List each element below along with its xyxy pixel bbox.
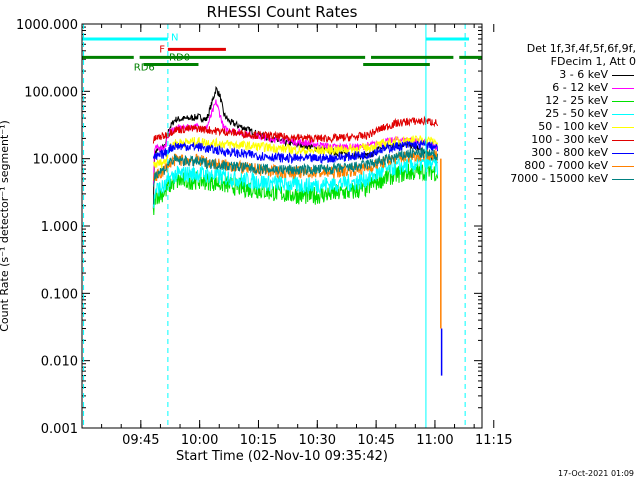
legend-swatch	[612, 75, 634, 76]
legend-entry: 800 - 7000 keV	[478, 159, 636, 172]
legend-entry: 100 - 300 keV	[478, 133, 636, 146]
y-tick-label: 0.001	[41, 422, 78, 437]
legend-entry-label: 25 - 50 keV	[545, 107, 608, 120]
x-tick-label: 10:30	[299, 433, 336, 448]
flag-label-RD6: RD6	[134, 62, 155, 73]
legend-entry-label: 7000 - 15000 keV	[510, 172, 608, 185]
legend-swatch	[612, 114, 634, 115]
x-tick-label: 10:45	[357, 433, 394, 448]
y-tick-label: 0.100	[41, 287, 78, 302]
legend-entry: 6 - 12 keV	[478, 81, 636, 94]
chart-title: RHESSI Count Rates	[207, 3, 358, 21]
legend-entry-label: 50 - 100 keV	[538, 120, 608, 133]
x-axis-label: Start Time (02-Nov-10 09:35:42)	[176, 449, 388, 464]
y-tick-label: 0.010	[41, 355, 78, 370]
flag-label-F: F	[159, 45, 165, 56]
legend-entry: 50 - 100 keV	[478, 120, 636, 133]
y-axis-label: Count Rate (s⁻¹ detector⁻¹ segment⁻¹)	[0, 120, 11, 332]
legend-header-line2: FDecim 1, Att 0	[550, 55, 636, 68]
legend-entry-label: 300 - 800 keV	[531, 146, 608, 159]
y-tick-label: 100.000	[24, 85, 78, 100]
x-tick-label: 11:15	[475, 433, 512, 448]
legend-swatch	[612, 88, 634, 89]
legend-entry: 3 - 6 keV	[478, 68, 636, 81]
y-tick-label: 1.000	[41, 220, 78, 235]
legend-entry: 300 - 800 keV	[478, 146, 636, 159]
legend-entry-label: 12 - 25 keV	[545, 94, 608, 107]
legend-swatch	[612, 153, 634, 154]
legend-entry-label: 100 - 300 keV	[531, 133, 608, 146]
legend-swatch	[612, 127, 634, 128]
x-tick-label: 09:45	[122, 433, 159, 448]
flag-label-RD0: RD0	[169, 52, 190, 63]
legend-swatch	[612, 179, 634, 180]
legend-entry-label: 6 - 12 keV	[552, 81, 608, 94]
series-line-7	[152, 148, 439, 182]
series-line-8	[152, 148, 439, 187]
timestamp-label: 17-Oct-2021 01:09	[558, 469, 634, 478]
legend-entry: 25 - 50 keV	[478, 107, 636, 120]
x-tick-label: 10:00	[181, 433, 218, 448]
legend-swatch	[612, 101, 634, 102]
legend-swatch	[612, 166, 634, 167]
series-line-6	[152, 139, 439, 165]
legend-entry: 7000 - 15000 keV	[478, 172, 636, 185]
legend-entry-label: 800 - 7000 keV	[524, 159, 608, 172]
legend-swatch	[612, 140, 634, 141]
legend-header-line1: Det 1f,3f,4f,5f,6f,9f,	[526, 42, 636, 55]
legend-entry-label: 3 - 6 keV	[559, 68, 608, 81]
legend: Det 1f,3f,4f,5f,6f,9f, FDecim 1, Att 0 3…	[478, 42, 636, 185]
legend-entry: 12 - 25 keV	[478, 94, 636, 107]
flag-label-N: N	[171, 33, 178, 44]
y-tick-label: 10.000	[33, 153, 79, 168]
series-line-5	[152, 115, 439, 144]
x-tick-label: 10:15	[240, 433, 277, 448]
y-tick-label: 1000.000	[16, 18, 78, 33]
x-tick-label: 11:00	[416, 433, 453, 448]
plot-frame	[81, 23, 483, 429]
